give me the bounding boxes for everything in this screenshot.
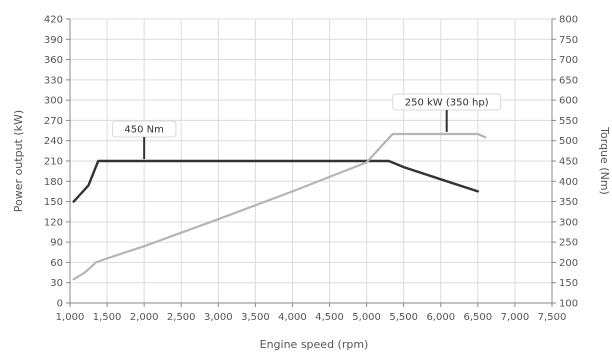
y-right-tick-label: 100	[559, 299, 578, 310]
y-left-tick-label: 390	[44, 35, 63, 46]
annotation: 250 kW (350 hp)	[392, 93, 502, 132]
y-left-tick-label: 270	[44, 116, 63, 127]
y-left-tick-label: 0	[57, 299, 63, 310]
y-left-tick-label: 120	[44, 217, 63, 228]
y-right-tick-label: 650	[559, 75, 578, 86]
y-left-tick-label: 210	[44, 157, 63, 168]
x-tick-label: 2,500	[167, 312, 196, 323]
y-axis-left-label: Power output (kW)	[12, 110, 25, 212]
x-tick-label: 5,000	[352, 312, 381, 323]
x-tick-label: 2,000	[130, 312, 159, 323]
x-axis-ticks: 1,000 1,500 2,000 2,500 3,000 3,500 4,000 4,500…	[56, 312, 567, 323]
y-left-tick-label: 30	[50, 278, 63, 289]
annotation: 450 Nm	[111, 120, 177, 159]
x-tick-label: 4,000	[278, 312, 307, 323]
x-tick-label: 3,000	[204, 312, 233, 323]
y-right-tick-label: 700	[559, 55, 578, 66]
y-axis-right-label: Torque (Nm)	[598, 126, 611, 195]
y-right-tick-label: 350	[559, 197, 578, 208]
y-right-tick-label: 200	[559, 258, 578, 269]
y-left-tick-label: 420	[44, 15, 63, 26]
y-left-tick-label: 360	[44, 55, 63, 66]
y-axis-left-ticks: 0 30 60 90 120 150 180 210 240 270 300 330 360 390 420	[44, 15, 63, 310]
y-left-tick-label: 90	[50, 238, 63, 249]
x-tick-label: 6,000	[426, 312, 455, 323]
y-right-tick-label: 550	[559, 116, 578, 127]
y-right-tick-label: 750	[559, 35, 578, 46]
torque-line	[72, 159, 479, 203]
chart-frame	[69, 19, 553, 304]
y-right-tick-label: 800	[559, 15, 578, 26]
annotation-label: 450 Nm	[124, 125, 164, 136]
x-tick-label: 7,000	[501, 312, 530, 323]
y-right-tick-label: 400	[559, 177, 578, 188]
y-right-tick-label: 500	[559, 136, 578, 147]
y-right-tick-label: 450	[559, 157, 578, 168]
chart-grid	[66, 18, 556, 307]
y-left-tick-label: 240	[44, 136, 63, 147]
y-right-tick-label: 250	[559, 238, 578, 249]
y-left-tick-label: 60	[50, 258, 63, 269]
x-tick-label: 3,500	[241, 312, 270, 323]
power-line	[72, 132, 487, 281]
x-tick-label: 1,500	[93, 312, 122, 323]
x-tick-label: 6,500	[464, 312, 493, 323]
y-left-tick-label: 330	[44, 75, 63, 86]
chart-annotations: 450 Nm 250 kW (350 hp)	[111, 93, 502, 159]
y-right-tick-label: 300	[559, 217, 578, 228]
y-axis-right-ticks: 100 150 200 250 300 350 400 450 500 550 600 650 700 7…	[559, 15, 578, 310]
chart-series	[72, 132, 487, 281]
y-left-tick-label: 150	[44, 197, 63, 208]
x-tick-label: 4,500	[315, 312, 344, 323]
y-right-tick-label: 150	[559, 278, 578, 289]
x-tick-label: 1,000	[56, 312, 85, 323]
x-axis-label: Engine speed (rpm)	[260, 338, 369, 351]
x-tick-label: 7,500	[538, 312, 567, 323]
y-left-tick-label: 300	[44, 96, 63, 107]
annotation-label: 250 kW (350 hp)	[405, 97, 489, 108]
y-left-tick-label: 180	[44, 177, 63, 188]
x-tick-label: 5,500	[389, 312, 418, 323]
y-right-tick-label: 600	[559, 96, 578, 107]
